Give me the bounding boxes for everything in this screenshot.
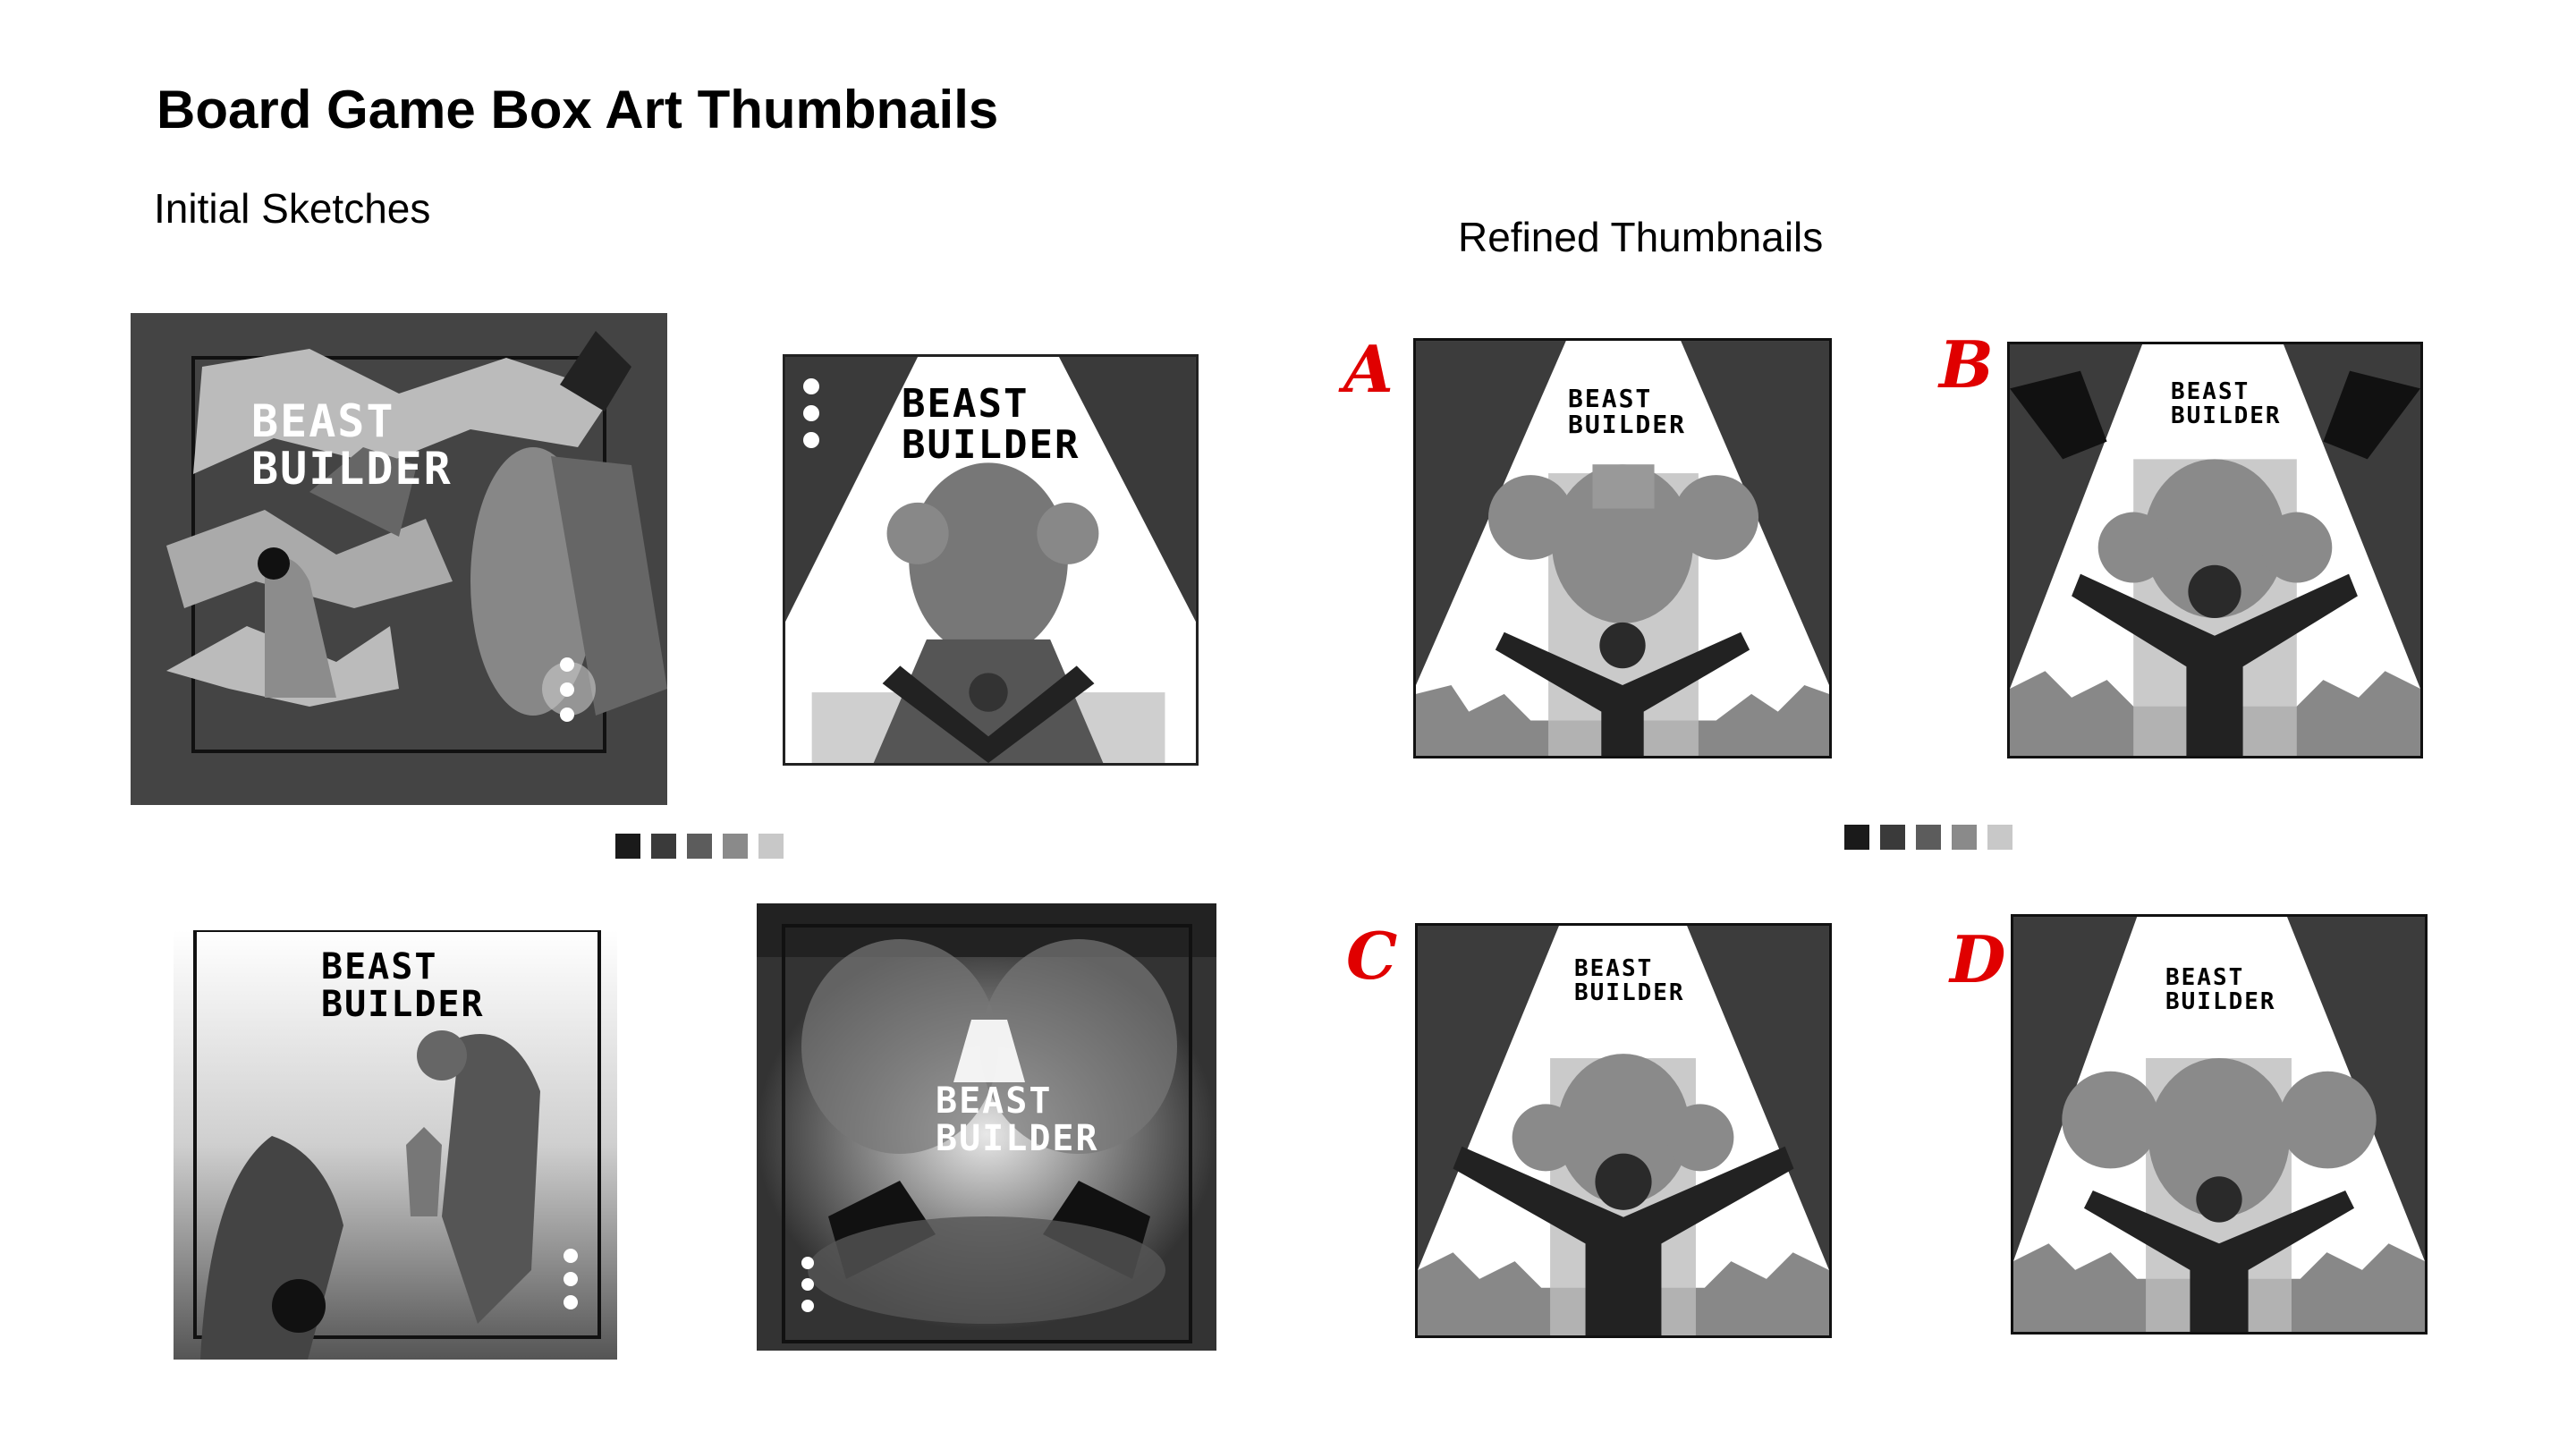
palette-swatch-4: [723, 834, 748, 859]
sketch-3-art: [174, 930, 617, 1360]
thumbnail-d-title: BEAST BUILDER: [2165, 964, 2276, 1016]
thumbnail-b-art: [2010, 344, 2420, 756]
refined-swatch-2: [1880, 825, 1905, 850]
initial-palette: [615, 834, 794, 859]
sketch-1-title: BEAST BUILDER: [251, 395, 453, 495]
initial-sketch-2[interactable]: BEAST BUILDER: [783, 354, 1199, 766]
palette-swatch-3: [687, 834, 712, 859]
thumbnail-b-title: BEAST BUILDER: [2171, 378, 2282, 430]
sketch-3-title: BEAST BUILDER: [321, 946, 485, 1025]
initial-sketch-4[interactable]: BEAST BUILDER: [757, 903, 1216, 1351]
thumbnail-a-art: [1416, 341, 1829, 756]
initial-sketches-heading: Initial Sketches: [154, 185, 431, 232]
thumbnail-d-art: [2013, 917, 2425, 1332]
thumbnail-c-art: [1418, 926, 1829, 1335]
variant-label-b: B: [1939, 326, 1994, 402]
palette-swatch-5: [758, 834, 784, 859]
thumbnail-c-title: BEAST BUILDER: [1574, 955, 1685, 1007]
refined-swatch-4: [1952, 825, 1977, 850]
palette-swatch-2: [651, 834, 676, 859]
page-title: Board Game Box Art Thumbnails: [157, 80, 999, 140]
sketch-1-art: [131, 313, 667, 805]
initial-sketch-3[interactable]: BEAST BUILDER: [174, 930, 617, 1360]
sketch-4-dots: [801, 1257, 814, 1312]
sketch-1-dots: [560, 657, 574, 722]
refined-swatch-5: [1987, 825, 2012, 850]
sketch-4-art: [757, 903, 1216, 1351]
thumbnail-a-title: BEAST BUILDER: [1568, 384, 1687, 440]
refined-swatch-3: [1916, 825, 1941, 850]
sketch-2-title: BEAST BUILDER: [902, 381, 1080, 469]
refined-swatch-1: [1844, 825, 1869, 850]
initial-sketch-1[interactable]: BEAST BUILDER: [131, 313, 667, 805]
refined-thumbnail-a[interactable]: BEAST BUILDER: [1413, 338, 1832, 758]
refined-thumbnail-d[interactable]: BEAST BUILDER: [2011, 914, 2428, 1335]
sketch-2-art: [785, 357, 1196, 763]
palette-swatch-1: [615, 834, 640, 859]
sketch-3-dots: [564, 1249, 578, 1309]
refined-thumbnail-b[interactable]: BEAST BUILDER: [2007, 342, 2423, 758]
variant-label-c: C: [1346, 918, 1398, 994]
refined-thumbnail-c[interactable]: BEAST BUILDER: [1415, 923, 1832, 1338]
variant-label-d: D: [1950, 921, 2006, 997]
refined-palette: [1844, 825, 2023, 850]
sketch-2-dots: [803, 378, 819, 448]
sketch-4-title: BEAST BUILDER: [936, 1080, 1099, 1159]
refined-thumbnails-heading: Refined Thumbnails: [1458, 214, 1824, 260]
variant-label-a: A: [1343, 331, 1394, 407]
